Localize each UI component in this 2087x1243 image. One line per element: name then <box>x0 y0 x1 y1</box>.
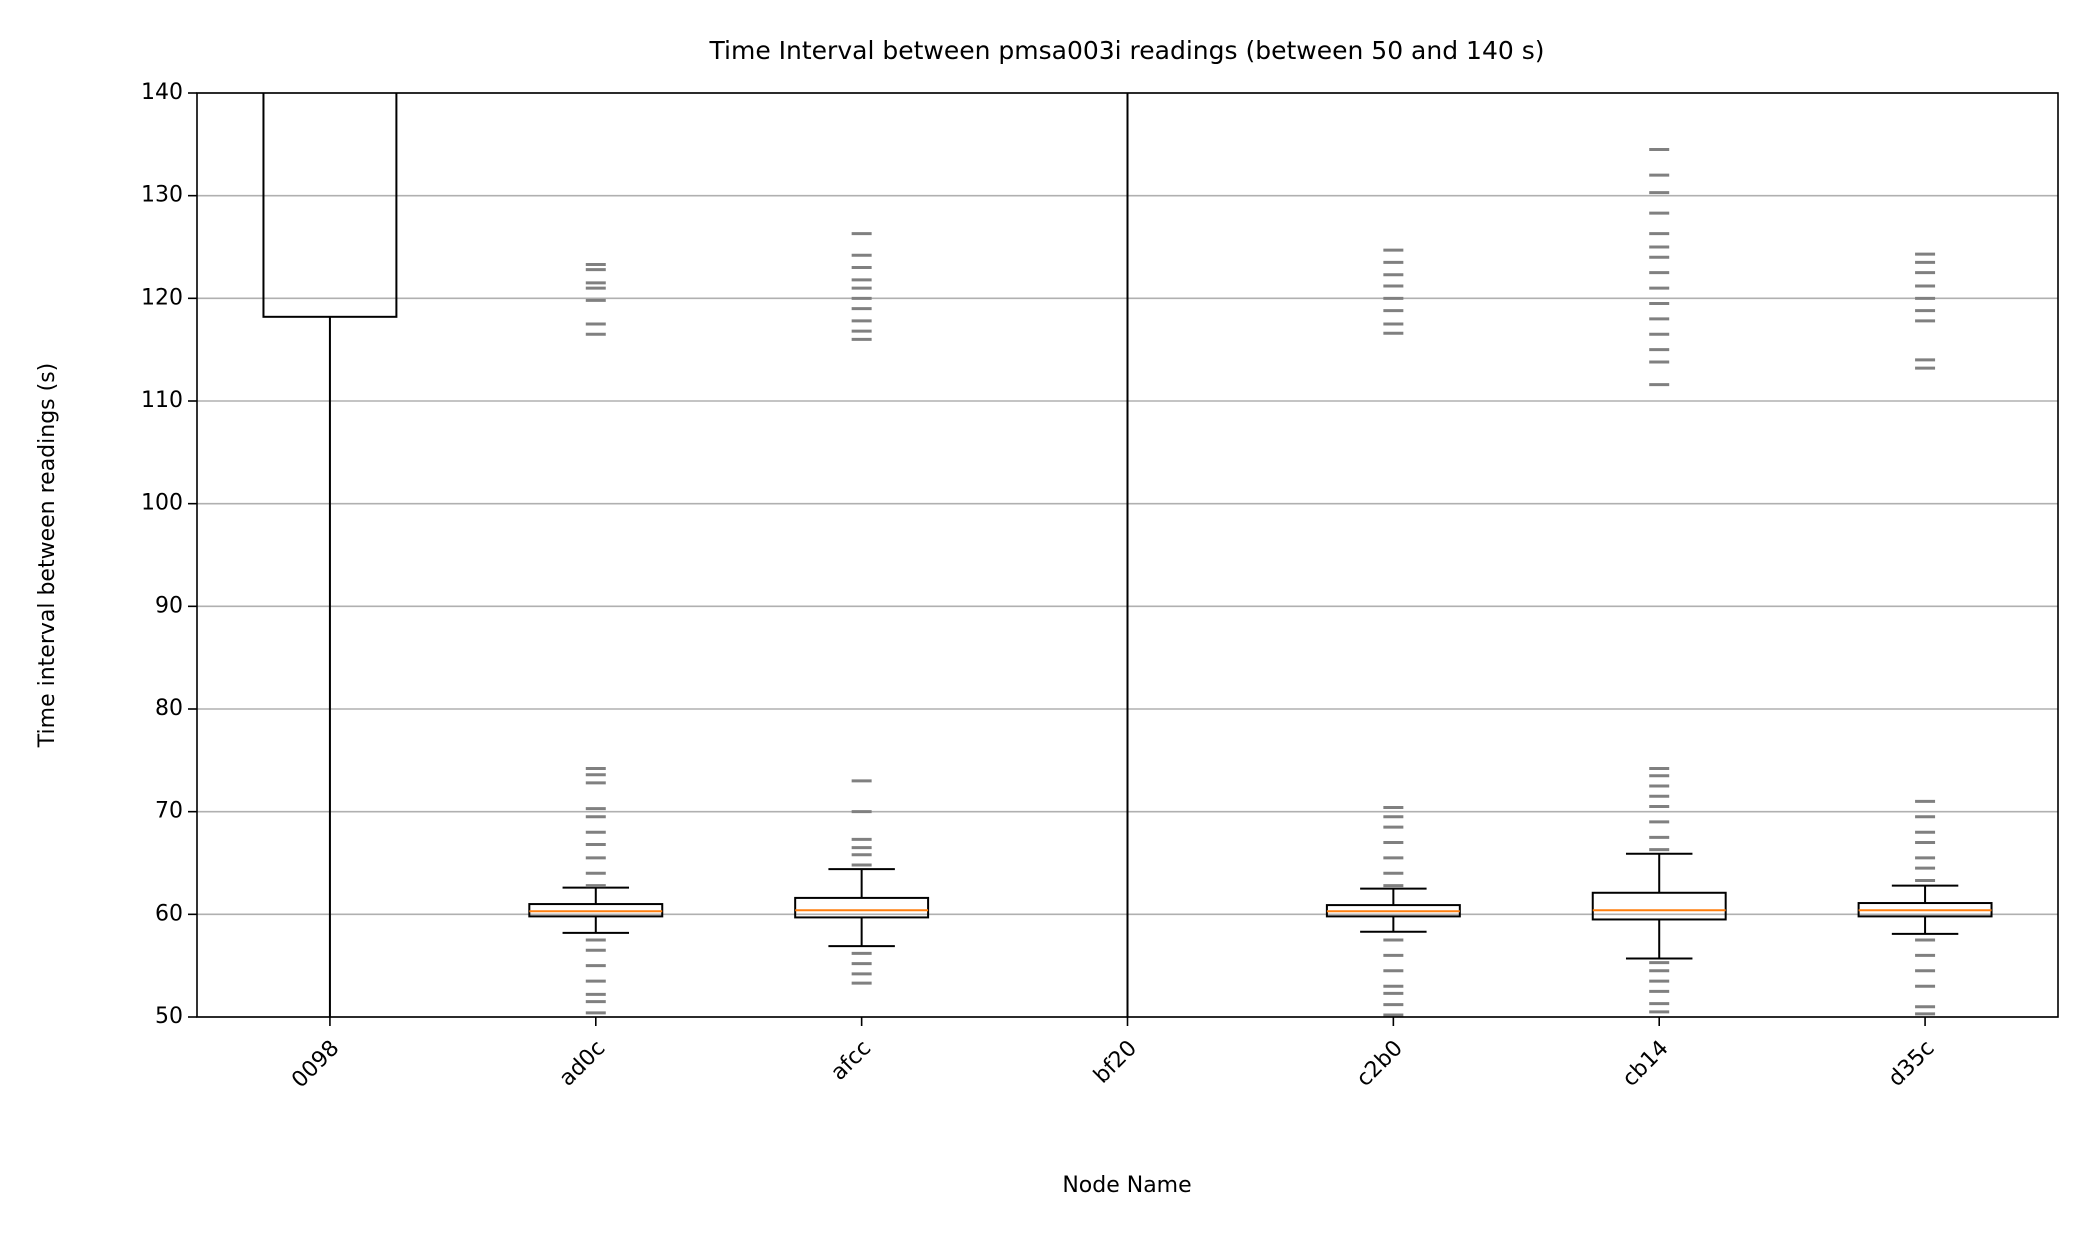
box-group <box>262 93 398 1017</box>
y-tick-label: 80 <box>155 696 183 721</box>
box-group <box>1591 147 1727 1014</box>
x-tick-label: c2b0 <box>1352 1036 1408 1092</box>
axes: 50 60 70 80 90 100 110 120 130 140 0098 ad0c afcc bf2… <box>141 80 1940 1093</box>
y-tick-label: 50 <box>155 1004 183 1029</box>
y-tick-label: 120 <box>141 285 183 310</box>
x-tick-label: bf20 <box>1089 1036 1142 1089</box>
y-tick-label: 130 <box>141 183 183 208</box>
x-tick-label: cb14 <box>1618 1036 1674 1092</box>
y-tick-label: 100 <box>141 491 183 516</box>
x-tick-label: 0098 <box>287 1036 344 1093</box>
box <box>528 903 664 918</box>
x-tick-label: d35c <box>1884 1036 1940 1092</box>
y-axis-label: Time interval between readings (s) <box>35 363 60 748</box>
box-group <box>1325 248 1461 1017</box>
x-axis-label: Node Name <box>1062 1173 1191 1198</box>
box <box>794 896 930 919</box>
chart-title: Time Interval between pmsa003i readings … <box>709 36 1545 65</box>
y-tick-label: 140 <box>141 80 183 105</box>
x-tick-label: afcc <box>826 1036 876 1086</box>
plot-area <box>262 93 1993 1017</box>
y-tick-label: 110 <box>141 388 183 413</box>
x-tick-label: ad0c <box>555 1036 611 1092</box>
y-tick-label: 70 <box>155 799 183 824</box>
box-group <box>1857 252 1993 1016</box>
box <box>1591 891 1727 921</box>
y-tick-label: 60 <box>155 901 183 926</box>
box-group <box>794 232 930 985</box>
box-group <box>528 262 664 1015</box>
box-group <box>1126 93 1129 1017</box>
box <box>262 93 398 318</box>
y-tick-label: 90 <box>155 593 183 618</box>
